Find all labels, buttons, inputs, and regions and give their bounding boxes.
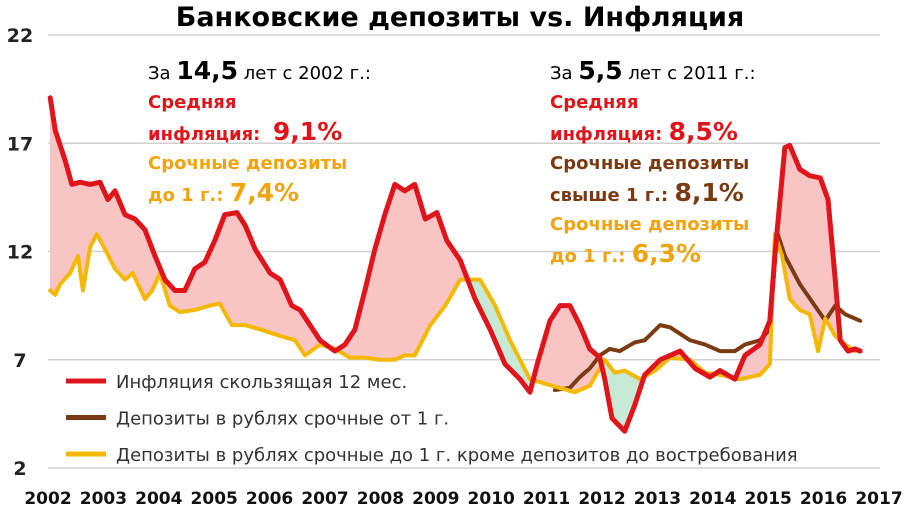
ann-years: 14,5	[176, 56, 238, 85]
ann-text: За	[148, 63, 171, 84]
series-line-1	[552, 230, 863, 393]
ann-text: лет с 2011 г.:	[628, 63, 756, 84]
ann-dep-value: 7,4%	[229, 178, 300, 207]
x-tick-label: 2015	[745, 489, 792, 509]
x-tick-label: 2004	[135, 489, 182, 509]
ann-long-label: свыше 1 г.:	[550, 185, 669, 206]
y-tick-label: 17	[7, 133, 33, 155]
y-tick-label: 2	[13, 458, 26, 480]
ann-dep-label: Срочные депозиты	[550, 214, 750, 235]
ann-text: За	[550, 63, 573, 84]
ann-dep-label: Срочные депозиты	[148, 153, 348, 174]
y-tick-label: 22	[7, 25, 33, 47]
x-tick-label: 2007	[301, 489, 348, 509]
ann-years: 5,5	[578, 56, 623, 85]
series-line-0	[47, 95, 863, 434]
ann-infl-label: инфляция:	[148, 124, 261, 145]
x-tick-label: 2005	[191, 489, 238, 509]
x-tick-label: 2003	[80, 489, 127, 509]
chart-title: Банковские депозиты vs. Инфляция	[175, 2, 745, 33]
ann-text: лет с 2002 г.:	[243, 63, 371, 84]
x-tick-label: 2006	[246, 489, 293, 509]
annotation-left: За 14,5 лет с 2002 г.: Средняя инфляция:…	[148, 56, 371, 210]
annotation-right: За 5,5 лет с 2011 г.: Средняя инфляция: …	[550, 56, 756, 271]
legend-label: Инфляция скользящая 12 мес.	[116, 372, 407, 393]
ann-dep-label: до 1 г.:	[148, 185, 224, 206]
ann-long-label: Срочные депозиты	[550, 153, 750, 174]
ann-infl-label: инфляция:	[550, 124, 663, 145]
y-tick-label: 12	[7, 242, 33, 264]
ann-infl-value: 9,1%	[272, 117, 343, 146]
x-tick-label: 2016	[800, 489, 847, 509]
x-tick-label: 2012	[578, 489, 625, 509]
legend-label: Депозиты в рублях срочные от 1 г.	[116, 409, 449, 430]
ann-infl-value: 8,5%	[668, 117, 738, 146]
series-line-2	[48, 232, 858, 395]
ann-infl-label: Средняя	[148, 92, 237, 113]
y-tick-label: 7	[13, 350, 26, 372]
x-tick-label: 2011	[523, 489, 570, 509]
x-tick-label: 2010	[468, 489, 515, 509]
legend-label: Депозиты в рублях срочные до 1 г. кроме …	[116, 445, 798, 466]
x-tick-label: 2009	[412, 489, 459, 509]
x-tick-label: 2017	[855, 489, 902, 509]
x-tick-label: 2013	[634, 489, 681, 509]
ann-dep-value: 6,3%	[631, 239, 702, 268]
x-tick-label: 2014	[689, 489, 736, 509]
ann-long-value: 8,1%	[674, 178, 744, 207]
ann-infl-label: Средняя	[550, 92, 639, 113]
x-tick-label: 2008	[357, 489, 404, 509]
x-tick-label: 2002	[24, 489, 71, 509]
ann-dep-label: до 1 г.:	[550, 246, 626, 267]
